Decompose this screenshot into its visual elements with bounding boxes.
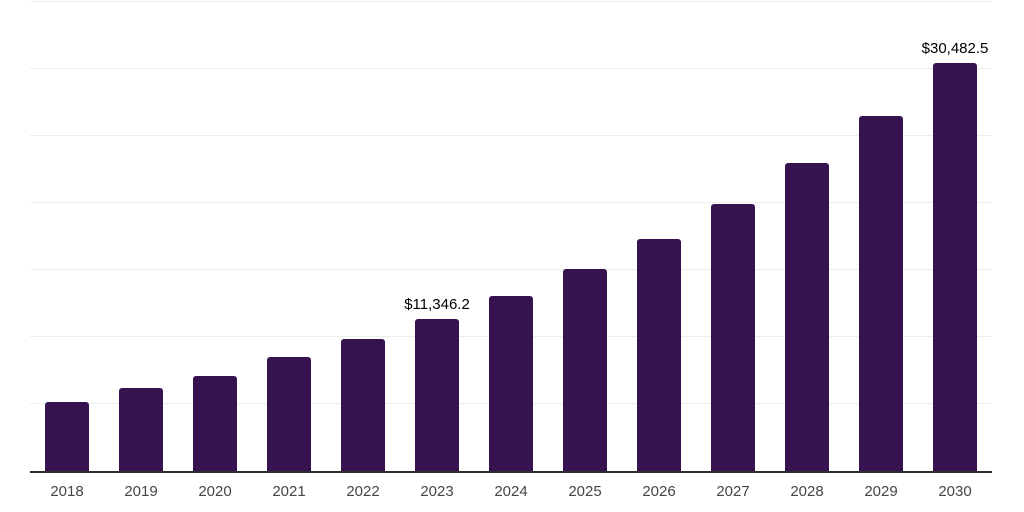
bar-2025 — [563, 269, 607, 471]
bar-2021 — [267, 357, 311, 471]
data-label-2030: $30,482.5 — [921, 39, 989, 57]
x-axis-label-2024: 2024 — [494, 483, 528, 500]
bar-slot-2018 — [30, 2, 104, 471]
bar-2019 — [119, 388, 163, 471]
x-axis-label-2019: 2019 — [124, 483, 158, 500]
x-axis-label-2028: 2028 — [790, 483, 824, 500]
bar-slot-2026 — [622, 2, 696, 471]
bar-slot-2025 — [548, 2, 622, 471]
bar-slot-2019 — [104, 2, 178, 471]
gridline-25000 — [30, 135, 992, 136]
bar-2023 — [415, 318, 459, 471]
x-axis-label-2030: 2030 — [938, 483, 972, 500]
bar-slot-2030: $30,482.5 — [918, 2, 992, 471]
data-label-2023: $11,346.2 — [404, 295, 470, 313]
x-axis-label-2018: 2018 — [50, 483, 84, 500]
bars-row: $11,346.2 $30,482.5 — [30, 2, 992, 471]
bar-slot-2020 — [178, 2, 252, 471]
bar-slot-2022 — [326, 2, 400, 471]
x-axis-label-2027: 2027 — [716, 483, 750, 500]
bar-2024 — [489, 295, 533, 471]
x-axis-label-2020: 2020 — [198, 483, 232, 500]
bar-2018 — [45, 402, 89, 471]
bar-slot-2021 — [252, 2, 326, 471]
x-axis-label-2026: 2026 — [642, 483, 676, 500]
bar-2029 — [859, 116, 903, 471]
bar-2026 — [637, 238, 681, 471]
bar-2027 — [711, 203, 755, 471]
bar-slot-2028 — [770, 2, 844, 471]
bar-slot-2023: $11,346.2 — [400, 2, 474, 471]
bar-2022 — [341, 339, 385, 471]
gridline-15000 — [30, 269, 992, 270]
x-axis-label-2022: 2022 — [346, 483, 380, 500]
x-axis-label-2023: 2023 — [420, 483, 454, 500]
bar-slot-2024 — [474, 2, 548, 471]
x-axis-label-2029: 2029 — [864, 483, 898, 500]
bar-2028 — [785, 163, 829, 471]
gridline-20000 — [30, 202, 992, 203]
x-axis-label-2025: 2025 — [568, 483, 602, 500]
bar-slot-2029 — [844, 2, 918, 471]
bar-2030 — [933, 62, 977, 471]
gridline-35000 — [30, 1, 992, 2]
gridline-30000 — [30, 68, 992, 69]
bar-2020 — [193, 376, 237, 471]
bar-slot-2027 — [696, 2, 770, 471]
plot-area: $11,346.2 $30,482.5 — [30, 1, 992, 473]
x-axis-label-2021: 2021 — [272, 483, 306, 500]
x-axis: 2018 2019 2020 2021 2022 2023 2024 2025 2026 2027… — [30, 482, 992, 502]
